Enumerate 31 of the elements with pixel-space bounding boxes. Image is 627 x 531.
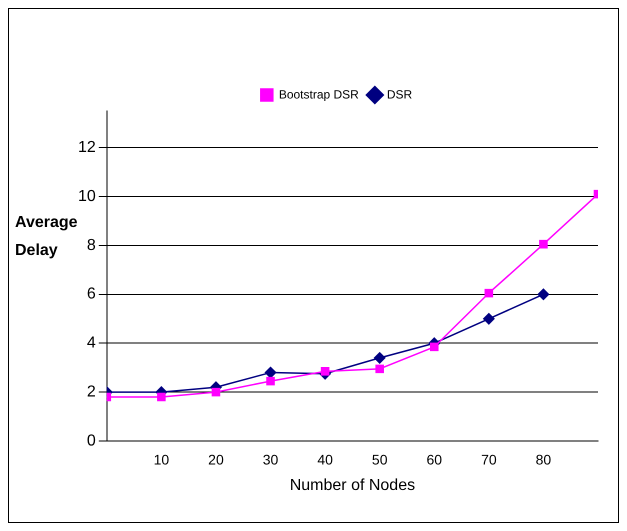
point <box>484 288 494 298</box>
y-axis-title: Average Delay <box>15 213 78 261</box>
point <box>320 367 330 376</box>
y-tick-label: 4 <box>86 334 96 352</box>
y-tick-label: 10 <box>78 188 96 205</box>
y-tick-label: 12 <box>78 139 96 156</box>
y-tick-label: 2 <box>86 384 96 401</box>
point <box>374 352 386 364</box>
legend-label: Bootstrap DSR <box>278 87 360 102</box>
point <box>266 376 275 386</box>
x-axis-title: Number of Nodes <box>290 476 416 494</box>
x-tick-label: 40 <box>317 451 334 468</box>
point <box>157 392 166 402</box>
x-tick-label: 30 <box>262 451 279 468</box>
point <box>483 313 495 325</box>
point <box>264 366 276 378</box>
y-tick-label: 0 <box>86 432 96 450</box>
x-tick-label: 70 <box>481 451 497 468</box>
point <box>212 388 220 396</box>
x-tick-label: 80 <box>536 451 552 468</box>
x-tick-label: 50 <box>372 451 388 468</box>
y-tick-label: 6 <box>86 286 96 303</box>
point <box>538 288 550 300</box>
x-tick-label: 10 <box>154 451 170 468</box>
point <box>375 364 384 374</box>
point <box>430 342 439 352</box>
point <box>539 240 548 249</box>
x-tick-label: 20 <box>208 451 224 468</box>
y-tick-label: 8 <box>86 236 96 254</box>
x-tick-label: 60 <box>426 451 442 468</box>
legend-label: DSR <box>386 87 413 102</box>
